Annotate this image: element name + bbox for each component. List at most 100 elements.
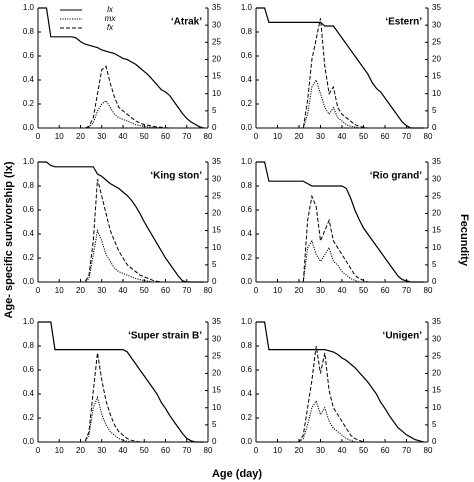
- x-tick-label: 30: [97, 286, 106, 295]
- y2-tick-label: 15: [212, 72, 221, 81]
- x-tick-label: 70: [182, 446, 191, 455]
- series-line: [38, 321, 204, 443]
- x-tick-label: 80: [204, 286, 213, 295]
- legend-label: fx: [107, 23, 114, 32]
- y2-tick-label: 25: [212, 351, 221, 360]
- y-tick-label: 0.0: [241, 437, 253, 446]
- y2-tick-label: 30: [432, 174, 441, 183]
- series-line: [256, 321, 424, 443]
- y2-tick-label: 10: [212, 89, 221, 98]
- y-tick-label: 0.2: [23, 413, 35, 422]
- y2-tick-label: 15: [432, 72, 441, 81]
- x-tick-label: 50: [359, 446, 368, 455]
- y2-tick-label: 15: [212, 226, 221, 235]
- x-tick-label: 50: [140, 132, 149, 141]
- x-tick-label: 0: [36, 286, 41, 295]
- series-line: [38, 352, 204, 443]
- y-tick-label: 1.0: [23, 317, 35, 326]
- x-tick-label: 40: [338, 286, 347, 295]
- y-axis-label: Age- specific survivorship (lx): [3, 161, 15, 318]
- series-line: [256, 78, 424, 129]
- y-tick-label: 1.0: [241, 157, 253, 166]
- x-tick-label: 30: [316, 132, 325, 141]
- y2-tick-label: 35: [432, 317, 441, 326]
- y2-tick-label: 10: [432, 89, 441, 98]
- y-tick-label: 0.2: [241, 413, 253, 422]
- y2-tick-label: 10: [432, 403, 441, 412]
- series-line: [256, 345, 424, 443]
- x-tick-label: 60: [381, 446, 390, 455]
- y-tick-label: 0.0: [241, 277, 253, 286]
- series-line: [38, 228, 204, 283]
- x-tick-label: 10: [55, 132, 64, 141]
- y2-tick-label: 30: [432, 334, 441, 343]
- series-line: [38, 99, 204, 129]
- y2-tick-label: 10: [212, 403, 221, 412]
- y-tick-label: 0.6: [241, 51, 253, 60]
- y2-tick-label: 5: [432, 260, 437, 269]
- x-tick-label: 70: [402, 286, 411, 295]
- x-tick-label: 60: [161, 132, 170, 141]
- x-tick-label: 70: [182, 286, 191, 295]
- y-tick-label: 0.6: [241, 205, 253, 214]
- y-tick-label: 0.2: [23, 99, 35, 108]
- y2-tick-label: 35: [432, 157, 441, 166]
- y2-tick-label: 0: [432, 123, 437, 132]
- y2-tick-label: 20: [212, 209, 221, 218]
- series-line: [256, 161, 424, 283]
- x-tick-label: 80: [204, 446, 213, 455]
- y2-tick-label: 20: [432, 55, 441, 64]
- y-tick-label: 0.6: [23, 205, 35, 214]
- x-tick-label: 20: [295, 132, 304, 141]
- x-tick-label: 0: [254, 446, 259, 455]
- y2-tick-label: 0: [212, 437, 217, 446]
- x-tick-label: 10: [273, 286, 282, 295]
- y2-tick-label: 25: [432, 37, 441, 46]
- x-tick-label: 40: [338, 446, 347, 455]
- series-line: [38, 395, 204, 443]
- y-tick-label: 0.0: [23, 123, 35, 132]
- x-tick-label: 10: [273, 446, 282, 455]
- y2-tick-label: 20: [212, 369, 221, 378]
- y2-tick-label: 0: [212, 123, 217, 132]
- series-line: [256, 194, 424, 283]
- y-tick-label: 0.8: [23, 27, 35, 36]
- panel-title: ‘King ston’: [150, 171, 202, 182]
- y-tick-label: 0.8: [23, 181, 35, 190]
- y-tick-label: 0.8: [23, 341, 35, 350]
- x-tick-label: 40: [119, 286, 128, 295]
- x-tick-label: 20: [295, 286, 304, 295]
- series-line: [256, 7, 424, 129]
- y2-tick-label: 5: [212, 260, 217, 269]
- y-tick-label: 0.2: [241, 99, 253, 108]
- y-tick-label: 1.0: [241, 317, 253, 326]
- y-tick-label: 1.0: [23, 3, 35, 12]
- y-tick-label: 0.8: [241, 27, 253, 36]
- y2-tick-label: 30: [212, 174, 221, 183]
- x-tick-label: 30: [316, 446, 325, 455]
- panel-title: ‘Estern’: [385, 17, 422, 28]
- panel-title: ‘Unigen’: [383, 331, 423, 342]
- x-tick-label: 20: [295, 446, 304, 455]
- panel-title: ‘Atrak’: [171, 17, 202, 28]
- y-tick-label: 0.4: [23, 229, 35, 238]
- series-line: [38, 161, 204, 283]
- x-tick-label: 80: [424, 446, 433, 455]
- y2-tick-label: 20: [432, 369, 441, 378]
- y2-tick-label: 30: [432, 20, 441, 29]
- x-tick-label: 50: [359, 286, 368, 295]
- x-tick-label: 60: [161, 446, 170, 455]
- series-line: [38, 65, 204, 129]
- y2-tick-label: 15: [212, 386, 221, 395]
- y-tick-label: 0.0: [23, 437, 35, 446]
- legend-label: mx: [105, 14, 117, 23]
- y-tick-label: 0.4: [241, 389, 253, 398]
- y2-tick-label: 35: [212, 317, 221, 326]
- y-tick-label: 0.6: [241, 365, 253, 374]
- x-tick-label: 70: [402, 446, 411, 455]
- x-tick-label: 40: [119, 132, 128, 141]
- y2-tick-label: 25: [212, 191, 221, 200]
- y-tick-label: 1.0: [23, 157, 35, 166]
- y2-tick-label: 5: [212, 106, 217, 115]
- y2-tick-label: 15: [432, 226, 441, 235]
